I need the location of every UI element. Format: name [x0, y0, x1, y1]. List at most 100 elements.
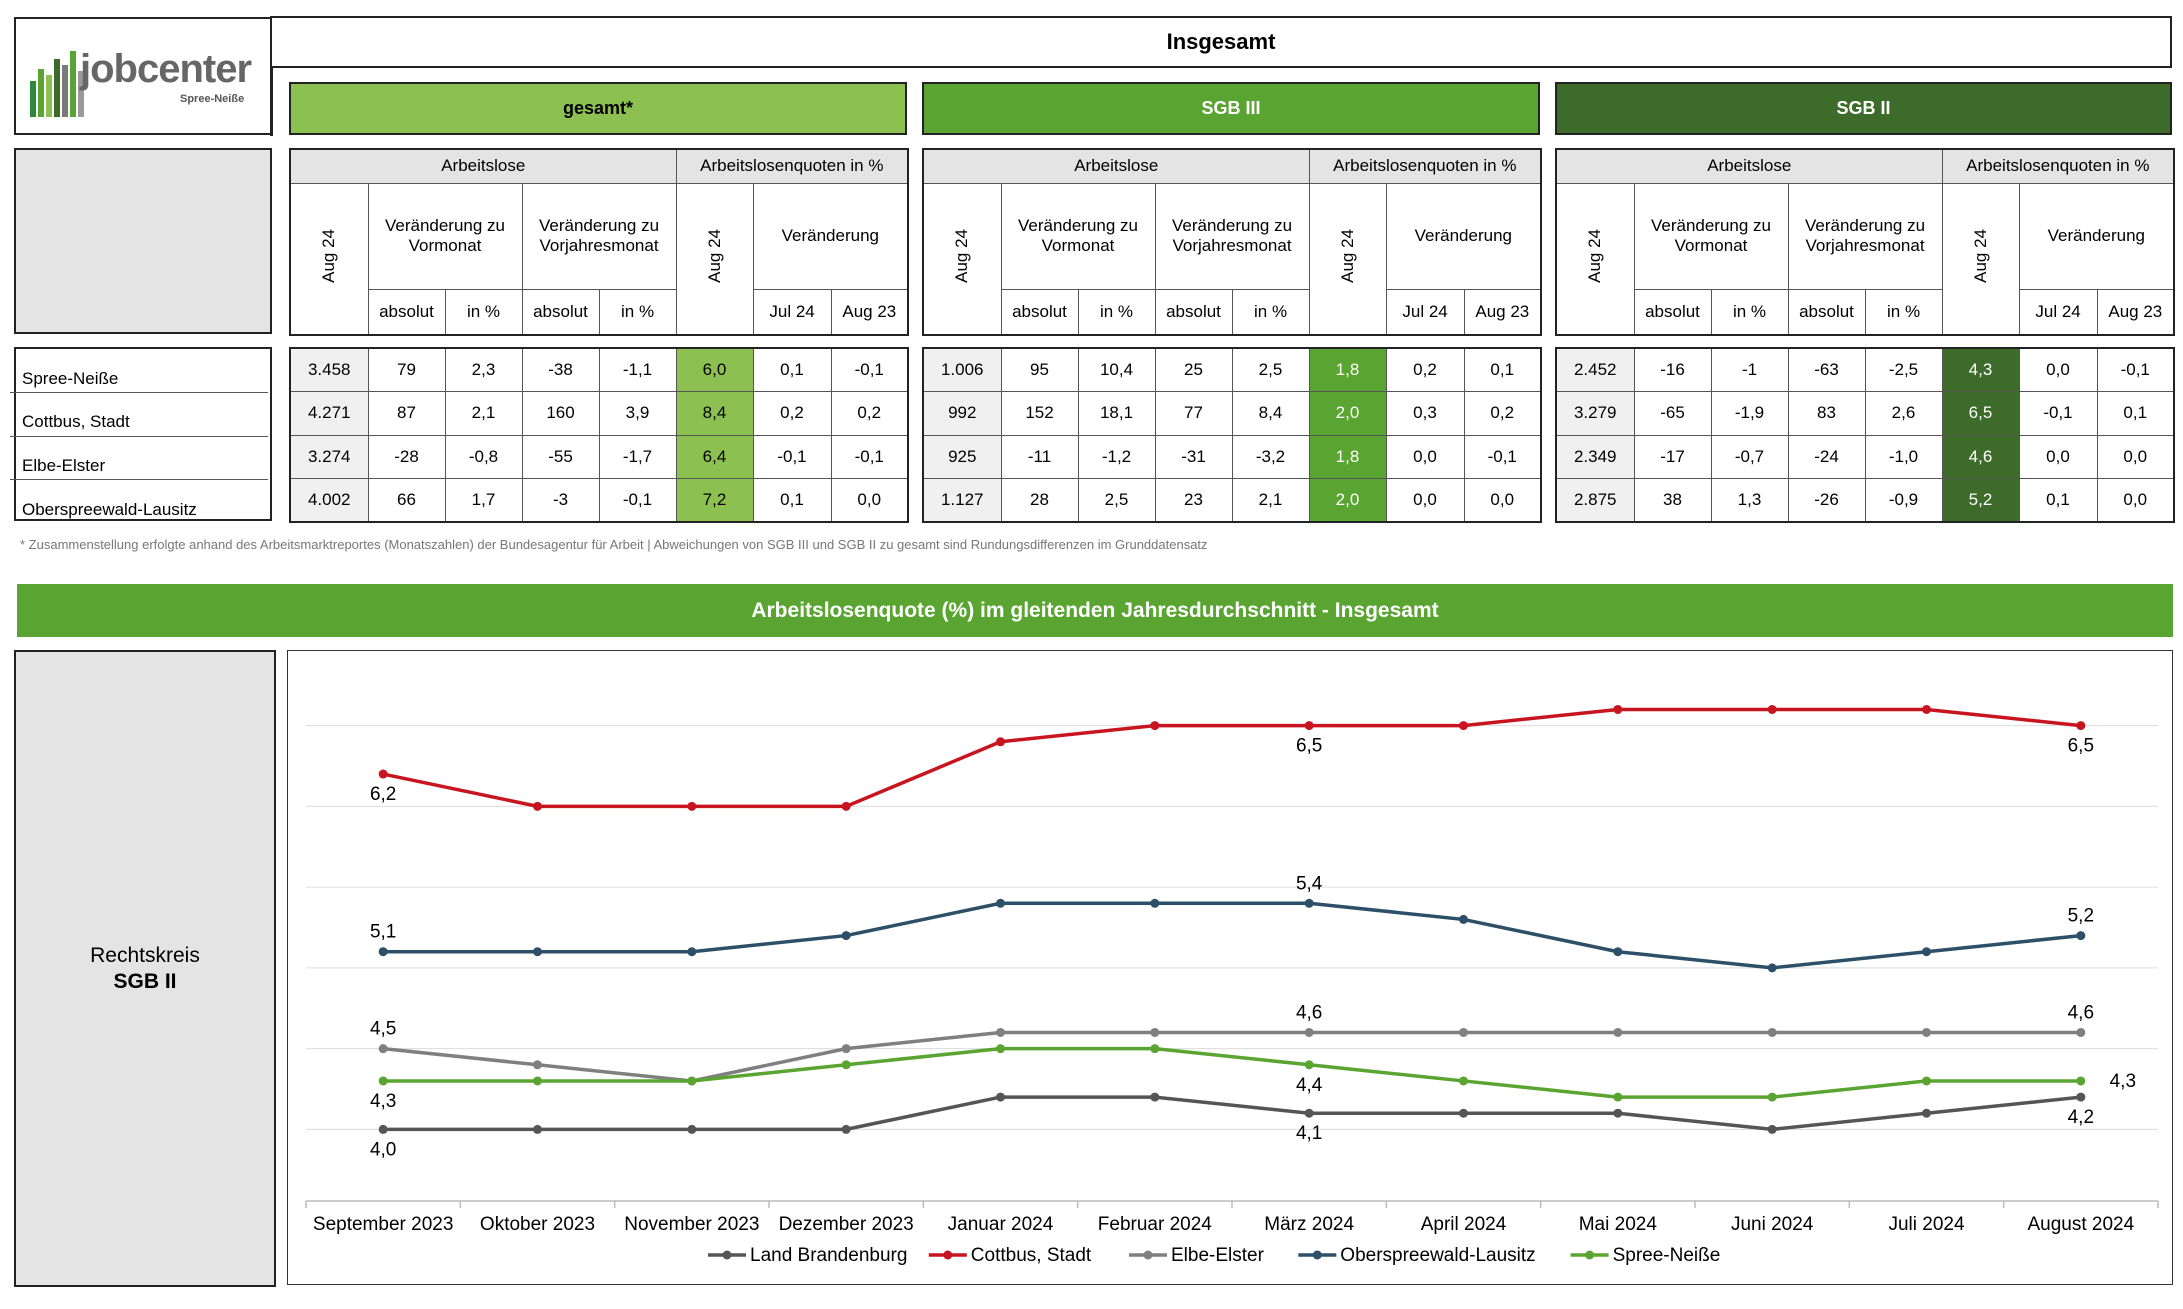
- data-point: [996, 1044, 1005, 1054]
- table-cell: 87: [367, 391, 446, 436]
- line-chart: September 2023 Oktober 2023 November 2023 D…: [305, 704, 2159, 1266]
- table-row: 1.127 28 2,5 23 2,1 2,0 0,0 0,0: [922, 478, 1542, 523]
- table-header-1: Arbeitslose Arbeitslosenquoten in % Aug 24…: [922, 148, 1543, 336]
- table-cell: 0,1: [1463, 347, 1542, 392]
- table-cell: -0,9: [1864, 478, 1943, 523]
- table-cell: -11: [1000, 434, 1079, 479]
- x-tick-label: März 2024: [1264, 1214, 1354, 1235]
- page-title: Insgesamt: [270, 16, 2172, 68]
- table-cell: 2,1: [444, 391, 523, 436]
- table-cell: -0,1: [1463, 434, 1542, 479]
- table-cell: 0,0: [1385, 478, 1465, 523]
- data-label: 5,4: [1296, 873, 1323, 894]
- table-cell: 0,2: [1463, 391, 1542, 436]
- data-point: [1304, 721, 1314, 731]
- table-cell: 2.452: [1555, 347, 1635, 392]
- x-tick-label: Juli 2024: [1888, 1214, 1964, 1235]
- group-header-sgb2: SGB II: [1555, 82, 2172, 135]
- header-corner: [14, 148, 272, 334]
- table-cell: -3: [521, 478, 600, 523]
- table-cell: -3,2: [1231, 434, 1310, 479]
- data-point: [1459, 914, 1468, 924]
- x-tick-label: April 2024: [1421, 1214, 1507, 1235]
- data-point: [533, 801, 542, 811]
- data-point: [996, 1092, 1005, 1102]
- table-cell: 2.875: [1555, 478, 1635, 523]
- table-cell: 0,1: [752, 347, 832, 392]
- series-line-0: [383, 1095, 2082, 1132]
- data-point: [1304, 1060, 1314, 1070]
- table-cell: -1,2: [1077, 434, 1156, 479]
- data-point: [1613, 947, 1623, 957]
- data-point: [2076, 721, 2086, 731]
- table-cell: 83: [1787, 391, 1866, 436]
- chart-title: Arbeitslosenquote (%) im gleitenden Jahr…: [17, 584, 2173, 637]
- table-data-2: 2.452 -16 -1 -63 -2,5 4,3 0,0 -0,1 3.279 -65 -1,9 8…: [1555, 347, 2175, 523]
- data-point: [533, 1076, 542, 1086]
- table-cell: -17: [1633, 434, 1712, 479]
- table-cell: 77: [1154, 391, 1233, 436]
- x-tick-label: Februar 2024: [1098, 1214, 1213, 1235]
- table-data-0: 3.458 79 2,3 -38 -1,1 6,0 0,1 -0,1 4.271 87 2,1 160…: [289, 347, 909, 523]
- logo-bars-icon: [30, 51, 84, 117]
- data-label: 4,2: [2068, 1107, 2094, 1128]
- data-point: [1767, 1027, 1777, 1037]
- table-cell: 79: [367, 347, 446, 392]
- table-cell: 8,4: [1231, 391, 1310, 436]
- data-point: [996, 1027, 1005, 1037]
- table-cell: -0,1: [598, 478, 677, 523]
- table-cell: 1.006: [922, 347, 1002, 392]
- row-labels: Spree-Neiße Cottbus, Stadt Elbe-Elster O…: [10, 347, 272, 521]
- table-cell: 0,1: [752, 478, 832, 523]
- data-point: [1922, 1108, 1931, 1118]
- table-cell: 2,5: [1077, 478, 1156, 523]
- table-cell: 4,3: [1941, 347, 2020, 392]
- table-cell: 5,2: [1941, 478, 2020, 523]
- data-point: [1459, 1108, 1468, 1118]
- table-cell: 0,2: [1385, 347, 1465, 392]
- table-data-1: 1.006 95 10,4 25 2,5 1,8 0,2 0,1 992 152 18,1 77 8,4…: [922, 347, 1542, 523]
- data-point: [533, 947, 542, 957]
- table-cell: 0,0: [1463, 478, 1542, 523]
- data-point: [841, 931, 851, 941]
- series-line-1: [382, 707, 2082, 809]
- table-row: 3.274 -28 -0,8 -55 -1,7 6,4 -0,1 -0,1: [289, 434, 909, 479]
- table-cell: 28: [1000, 478, 1079, 523]
- data-point: [687, 947, 697, 957]
- table-cell: 1.127: [922, 478, 1002, 523]
- table-cell: -1,9: [1710, 391, 1789, 436]
- data-point: [2076, 931, 2086, 941]
- x-tick-label: September 2023: [313, 1214, 454, 1235]
- data-point: [2076, 1076, 2086, 1086]
- table-cell: 0,1: [2018, 478, 2098, 523]
- table-cell: -0,7: [1710, 434, 1789, 479]
- table-cell: 1,3: [1710, 478, 1789, 523]
- svg-text:Oberspreewald-Lausitz: Oberspreewald-Lausitz: [1340, 1245, 1535, 1266]
- table-cell: -0,8: [444, 434, 523, 479]
- legend-item: Elbe-Elster: [1129, 1245, 1265, 1266]
- data-point: [1767, 963, 1777, 973]
- data-point: [841, 801, 851, 811]
- data-point: [841, 1044, 851, 1054]
- data-label: 4,6: [2068, 1002, 2094, 1023]
- table-cell: 7,2: [675, 478, 754, 523]
- table-cell: -1,1: [598, 347, 677, 392]
- table-header-2: Arbeitslose Arbeitslosenquoten in % Aug 24…: [1555, 148, 2176, 336]
- data-point: [996, 898, 1005, 908]
- table-cell: -24: [1787, 434, 1866, 479]
- side-label-line1: Rechtskreis: [90, 943, 200, 967]
- table-cell: -1: [1710, 347, 1789, 392]
- legend-item: Spree-Neiße: [1570, 1245, 1720, 1266]
- data-label: 5,2: [2068, 906, 2094, 927]
- data-label: 4,6: [1296, 1002, 1322, 1023]
- series-line-3: [383, 901, 2082, 970]
- legend-item: Cottbus, Stadt: [928, 1245, 1092, 1266]
- data-point: [1459, 1027, 1468, 1037]
- table-cell: -26: [1787, 478, 1866, 523]
- table-cell: -28: [367, 434, 446, 479]
- data-point: [2076, 1027, 2086, 1037]
- data-point: [687, 1124, 697, 1134]
- data-point: [1304, 1027, 1314, 1037]
- data-point: [1150, 898, 1160, 908]
- x-tick-label: August 2024: [2027, 1214, 2134, 1235]
